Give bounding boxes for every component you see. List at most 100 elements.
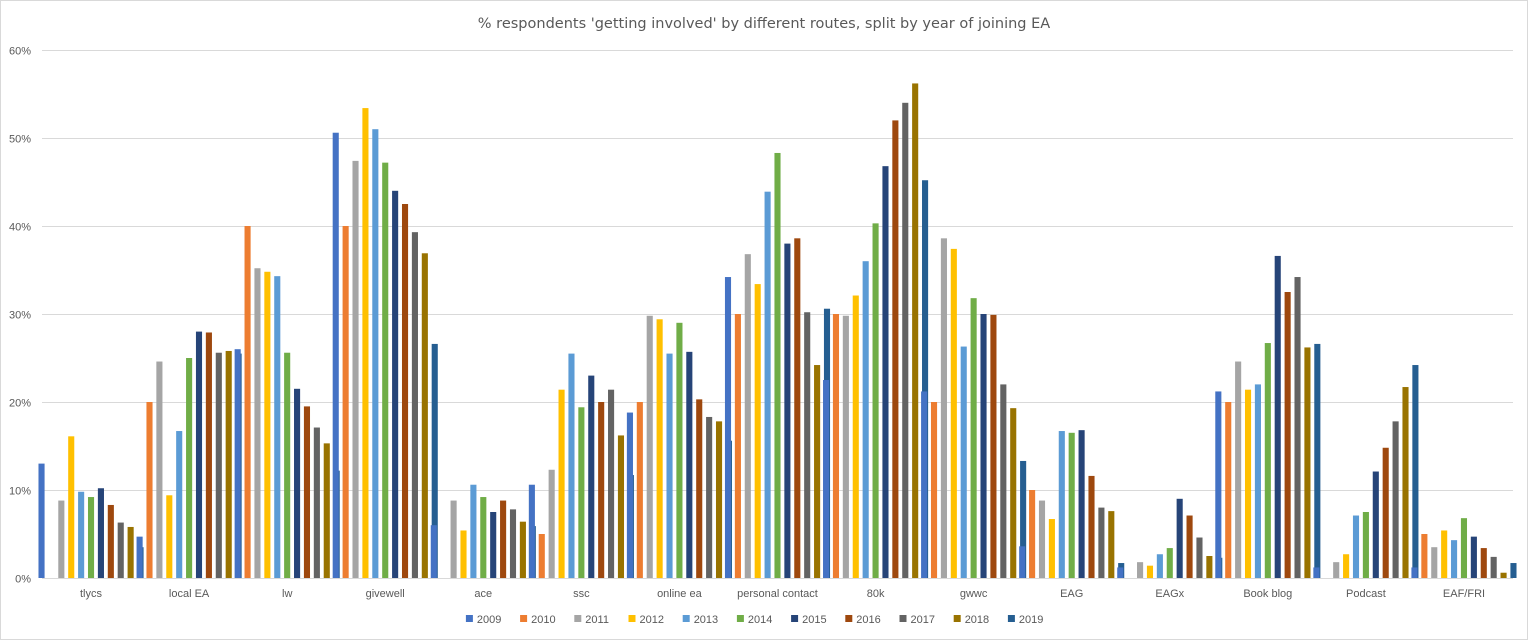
bar-tlycs-2017: [117, 522, 124, 578]
bar-local-ea-2015: [195, 331, 203, 578]
legend-swatch-2018: [953, 615, 961, 622]
bar-tlycs-2011: [58, 500, 65, 578]
bar-80k-2010: [832, 314, 840, 578]
bar-gwwc-2015: [980, 314, 987, 578]
bar-eaf-fri-2015: [1470, 536, 1477, 578]
bar-local-ea-2014: [186, 358, 193, 578]
bar-eag-2016: [1088, 475, 1095, 578]
bar-ssc-2017: [608, 389, 615, 578]
bar-eaf-fri-2017: [1490, 556, 1497, 578]
bar-eag-2012: [1048, 519, 1055, 578]
bar-podcast-2017: [1392, 421, 1399, 578]
bar-tlycs-2013: [78, 491, 85, 578]
bar-eag-2013: [1058, 431, 1065, 578]
bar-eaf-fri-2014: [1460, 518, 1468, 578]
y-tick-label: 50%: [9, 134, 31, 146]
bar-80k-2018: [912, 83, 919, 578]
legend-label-2011: 2011: [585, 614, 609, 626]
bar-tlycs-2016: [107, 504, 114, 578]
bar-eaf-fri-2012: [1441, 530, 1448, 578]
bar-ssc-2009: [528, 484, 535, 578]
bar-givewell-2009: [332, 132, 339, 578]
bar-book-blog-2013: [1254, 384, 1261, 578]
bar-givewell-2014: [382, 162, 389, 578]
legend-label-2019: 2019: [1019, 614, 1043, 626]
bar-book-blog-2017: [1294, 277, 1301, 578]
bar-online-ea-2010: [636, 402, 643, 578]
bar-online-ea-2013: [666, 353, 673, 578]
bar-gwwc-2012: [950, 248, 957, 578]
bar-eag-2018: [1108, 511, 1115, 578]
bar-eag-2011: [1038, 500, 1046, 578]
bar-givewell-2015: [392, 190, 399, 579]
bar-givewell-2018: [421, 253, 428, 578]
x-category-label: personal contact: [737, 588, 818, 600]
bar-online-ea-2017: [706, 416, 713, 578]
y-tick-label: 20%: [9, 398, 31, 410]
bar-lw-2017: [313, 427, 320, 578]
bar-lw-2010: [244, 226, 251, 578]
bar-ace-2009: [430, 525, 437, 578]
bar-ace-2015: [490, 512, 497, 578]
legend-label-2013: 2013: [694, 614, 718, 626]
bar-podcast-2009: [1313, 567, 1320, 578]
bar-eagx-2013: [1156, 554, 1163, 578]
legend-swatch-2016: [845, 615, 853, 622]
bar-personal-contact-2018: [814, 365, 821, 578]
bar-80k-2013: [862, 261, 869, 578]
x-category-label: Book blog: [1243, 588, 1292, 600]
bar-gwwc-2016: [990, 314, 997, 578]
legend-swatch-2012: [628, 615, 636, 622]
bar-local-ea-2018: [225, 350, 232, 578]
bar-lw-2014: [284, 352, 291, 578]
x-category-label: 80k: [867, 588, 885, 600]
bar-podcast-2015: [1372, 471, 1379, 578]
bar-online-ea-2014: [676, 322, 683, 578]
bar-eagx-2011: [1137, 562, 1144, 578]
bar-givewell-2010: [342, 226, 349, 578]
x-category-label: EAG: [1060, 588, 1083, 600]
legend-label-2016: 2016: [856, 614, 880, 626]
bar-local-ea-2010: [146, 402, 153, 578]
bar-ssc-2014: [578, 407, 585, 578]
legend-label-2017: 2017: [911, 614, 935, 626]
bar-givewell-2017: [411, 232, 418, 578]
bar-lw-2013: [274, 276, 281, 578]
bar-book-blog-2018: [1304, 347, 1311, 578]
bar-eagx-2012: [1146, 565, 1154, 578]
bar-personal-contact-2013: [764, 191, 771, 578]
bar-lw-2009: [234, 349, 241, 578]
chart-title: % respondents 'getting involved' by diff…: [478, 16, 1050, 32]
bar-eaf-fri-2019: [1510, 563, 1517, 578]
bar-podcast-2011: [1333, 562, 1340, 578]
bar-personal-contact-2011: [744, 254, 751, 578]
bar-ace-2017: [509, 509, 517, 578]
bar-ssc-2012: [558, 389, 565, 578]
bar-local-ea-2009: [136, 536, 143, 578]
bar-80k-2019: [922, 180, 929, 579]
bar-eaf-fri-2013: [1451, 540, 1458, 578]
x-category-label: tlycs: [80, 588, 103, 600]
x-category-label: local EA: [169, 588, 210, 600]
bar-ssc-2013: [568, 353, 575, 578]
bar-gwwc-2009: [921, 391, 928, 578]
bar-givewell-2016: [401, 204, 409, 578]
legend-swatch-2013: [682, 615, 690, 622]
bar-local-ea-2017: [215, 352, 222, 578]
bar-gwwc-2014: [970, 298, 977, 578]
bar-personal-contact-2010: [734, 314, 741, 578]
bar-eagx-2016: [1186, 515, 1193, 578]
legend-swatch-2011: [574, 615, 582, 622]
bar-eagx-2018: [1206, 556, 1213, 578]
legend-label-2015: 2015: [802, 614, 826, 626]
bar-lw-2015: [294, 388, 301, 578]
bar-eag-2017: [1098, 507, 1105, 578]
bar-book-blog-2014: [1264, 343, 1271, 578]
bar-eaf-fri-2009: [1411, 567, 1418, 578]
legend-label-2012: 2012: [640, 614, 664, 626]
bar-gwwc-2017: [1000, 384, 1007, 578]
bar-ace-2014: [480, 497, 487, 578]
bar-personal-contact-2017: [804, 312, 811, 578]
x-category-label: Podcast: [1346, 588, 1386, 600]
bar-gwwc-2010: [930, 402, 938, 578]
